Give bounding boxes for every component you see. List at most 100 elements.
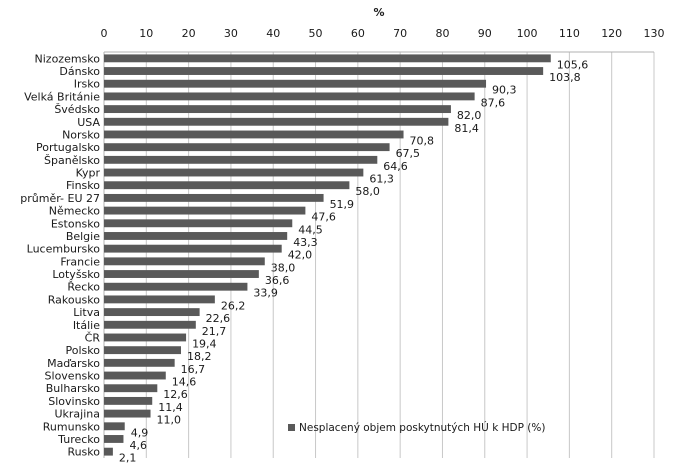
bar [104, 396, 153, 405]
data-label: 82,0 [457, 109, 482, 122]
bar [104, 346, 181, 355]
category-label: Německo [49, 205, 101, 218]
x-tick-label: 60 [351, 27, 365, 40]
x-axis-ticks: 0 10 20 30 40 50 60 70 80 90 100 110 120 130 [101, 27, 665, 40]
category-label: Slovinsko [48, 395, 100, 408]
bar [104, 244, 282, 253]
category-label: Litva [73, 306, 100, 319]
x-tick-label: 120 [601, 27, 622, 40]
x-tick-label: 20 [182, 27, 196, 40]
category-label: Itálie [73, 319, 100, 332]
category-label: Irsko [74, 78, 100, 91]
data-label: 33,9 [253, 287, 278, 300]
category-label: průměr- EU 27 [20, 192, 100, 205]
data-label: 2,1 [119, 452, 137, 465]
category-label: Dánsko [59, 65, 100, 78]
bars [104, 54, 551, 456]
category-label: Švédsko [54, 103, 100, 116]
bar [104, 333, 187, 342]
legend-swatch [288, 424, 295, 431]
data-label: 14,6 [172, 376, 197, 389]
category-label: Belgie [66, 230, 100, 243]
category-label: ČR [85, 331, 101, 344]
data-label: 4,9 [131, 426, 149, 439]
data-label: 90,3 [492, 84, 517, 97]
category-label: Francie [60, 255, 100, 268]
bar [104, 54, 551, 63]
x-tick-label: 10 [139, 27, 153, 40]
x-tick-label: 70 [393, 27, 407, 40]
data-label: 18,2 [187, 350, 212, 363]
data-label: 22,6 [206, 312, 231, 325]
data-label: 21,7 [202, 325, 227, 338]
bar [104, 67, 544, 75]
category-label: Španělsko [44, 154, 100, 167]
category-label: Bulharsko [46, 382, 101, 395]
data-label: 64,6 [383, 160, 408, 173]
bar [104, 308, 200, 317]
bar [104, 384, 158, 393]
x-tick-label: 80 [435, 27, 449, 40]
bar [104, 117, 449, 126]
category-label: Portugalsko [36, 141, 100, 154]
category-label: Polsko [66, 344, 101, 357]
x-tick-label: 130 [644, 27, 665, 40]
bar [104, 358, 175, 367]
data-label: 58,0 [355, 185, 380, 198]
bar [104, 320, 196, 329]
data-label: 26,2 [221, 299, 246, 312]
data-label: 38,0 [271, 261, 296, 274]
bar [104, 206, 306, 215]
data-label: 36,6 [265, 274, 290, 287]
category-label: Řecko [67, 281, 100, 294]
data-label: 42,0 [288, 249, 313, 262]
category-label: Lotyšsko [52, 268, 100, 281]
x-tick-label: 110 [559, 27, 580, 40]
x-tick-label: 0 [101, 27, 108, 40]
category-label: Ukrajina [54, 408, 100, 421]
category-label: Kypr [76, 167, 101, 180]
legend: Nesplacený objem poskytnutých HÚ k HDP (… [288, 421, 545, 434]
data-label: 103,8 [549, 71, 581, 84]
category-label: Slovensko [45, 370, 101, 383]
bar [104, 422, 125, 431]
bar [104, 282, 248, 291]
category-label: Turecko [57, 433, 100, 446]
bar [104, 435, 124, 443]
bar [104, 130, 404, 139]
bar [104, 143, 390, 152]
category-label: Norsko [62, 128, 100, 141]
data-label: 11,4 [158, 401, 183, 414]
data-label: 51,9 [330, 198, 355, 211]
bar [104, 371, 166, 380]
bar [104, 232, 288, 240]
category-label: Rumunsko [43, 420, 100, 433]
data-label: 44,5 [298, 223, 323, 236]
category-label: Finsko [66, 179, 100, 192]
x-tick-label: 30 [224, 27, 238, 40]
data-label: 47,6 [311, 211, 336, 224]
data-label: 16,7 [181, 363, 206, 376]
data-label: 61,3 [369, 173, 394, 186]
data-label: 67,5 [396, 147, 421, 160]
category-label: Rakousko [48, 293, 101, 306]
data-label: 11,0 [157, 414, 182, 427]
bar [104, 409, 151, 418]
category-label: Lucembursko [27, 243, 101, 256]
category-label: Maďarsko [47, 357, 100, 370]
bar [104, 168, 364, 177]
bar [104, 295, 215, 304]
x-tick-label: 50 [309, 27, 323, 40]
x-tick-label: 100 [517, 27, 538, 40]
data-label: 81,4 [454, 122, 479, 135]
data-label: 43,3 [293, 236, 318, 249]
category-label: Estonsko [51, 217, 100, 230]
x-tick-label: 40 [266, 27, 280, 40]
data-label: 70,8 [410, 134, 435, 147]
bar [104, 105, 451, 114]
bar [104, 155, 378, 164]
category-label: Rusko [67, 446, 100, 459]
